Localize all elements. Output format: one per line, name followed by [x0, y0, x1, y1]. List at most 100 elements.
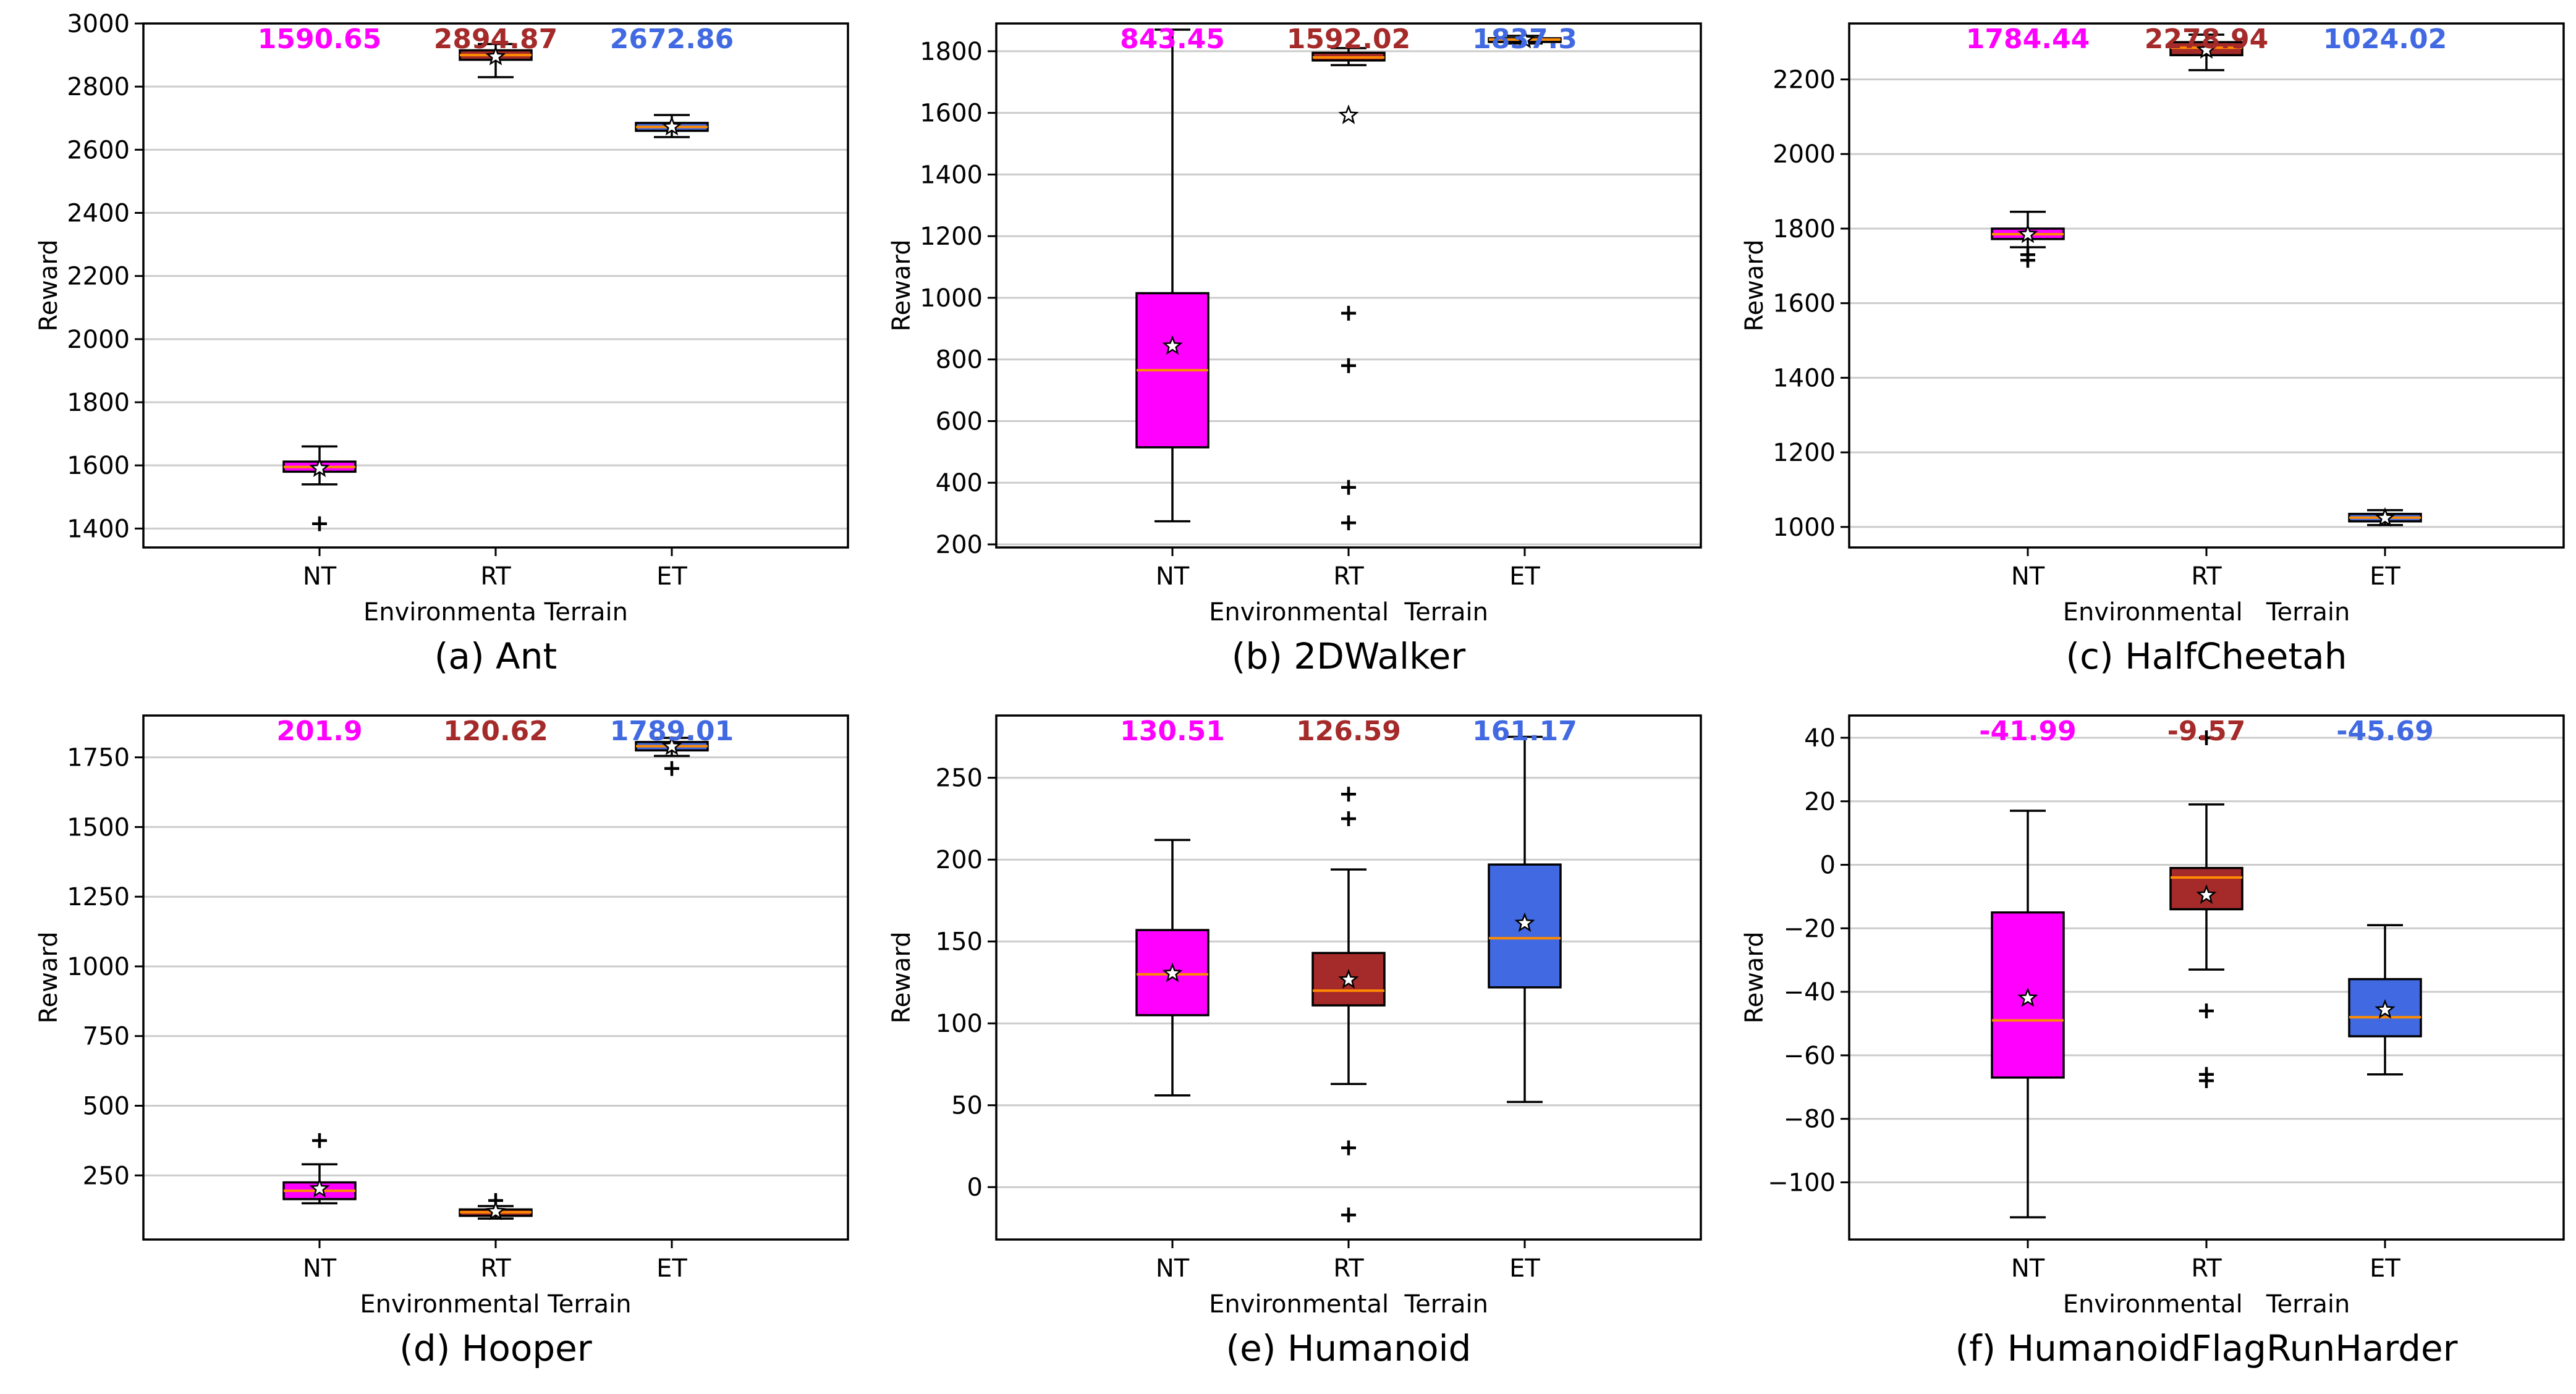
plot-frame [1848, 714, 2565, 1241]
y-tick-label: 500 [83, 1092, 130, 1120]
y-tick-label: 250 [936, 764, 983, 793]
outlier-marker [1341, 1207, 1356, 1223]
outlier-marker [1341, 811, 1356, 826]
mean-star-marker [2375, 999, 2396, 1019]
panel-caption: (d) Hooper [399, 1327, 592, 1369]
outlier-marker [1341, 358, 1356, 373]
y-tick-label: 400 [936, 469, 983, 497]
x-tick-label: NT [303, 562, 337, 591]
y-tick-label: 1200 [1773, 439, 1836, 467]
mean-value-label: 2278.94 [2145, 23, 2268, 55]
plot-frame [1848, 22, 2565, 549]
box-RT: 120.62 RT [443, 716, 548, 1283]
panel-caption: (b) 2DWalker [1232, 635, 1466, 677]
y-tick-label: 2600 [67, 136, 130, 164]
x-tick-label: NT [1156, 562, 1190, 591]
y-tick-label: 1600 [67, 452, 130, 480]
mean-star-marker [661, 116, 682, 136]
mean-value-label: 1789.01 [610, 716, 734, 747]
mean-value-label: 1590.65 [258, 23, 381, 55]
y-tick-label: 1200 [920, 222, 983, 251]
y-tick-label: 100 [936, 1010, 983, 1038]
mean-value-label: 201.9 [276, 716, 362, 747]
x-tick-label: RT [480, 1254, 511, 1283]
mean-star-marker [1162, 335, 1183, 355]
mean-star-marker [309, 457, 330, 478]
y-tick-label: 2200 [67, 263, 130, 291]
x-tick-label: ET [656, 562, 687, 591]
box-ET: -45.69 ET [2336, 716, 2433, 1283]
y-tick-label: 800 [936, 346, 983, 374]
mean-value-label: 130.51 [1120, 716, 1225, 747]
chart-panel-2: 200 400 600 800 1000 1200 1400 1600 1800 843.45 NT… [888, 22, 1702, 677]
y-tick-label: −60 [1784, 1042, 1836, 1070]
x-tick-label: RT [2191, 562, 2222, 591]
mean-value-label: 1592.02 [1287, 23, 1410, 55]
y-tick-label: 40 [1804, 724, 1836, 753]
box-NT: 1784.44 NT [1966, 23, 2090, 591]
panel-caption: (f) HumanoidFlagRunHarder [1955, 1327, 2457, 1369]
mean-value-label: -41.99 [1979, 716, 2076, 747]
y-tick-label: −100 [1768, 1168, 1836, 1197]
chart-panel-1: 1400 1600 1800 2000 2200 2400 2600 2800 3000 1590… [35, 10, 849, 677]
mean-star-marker [309, 1178, 330, 1198]
y-tick-label: 1500 [67, 813, 130, 842]
outlier-marker [2199, 1073, 2214, 1089]
y-tick-label: 150 [936, 928, 983, 957]
y-tick-label: 1750 [67, 744, 130, 772]
y-tick-label: 1600 [920, 99, 983, 128]
x-axis-label: Environmental Terrain [360, 1290, 631, 1319]
x-tick-label: NT [303, 1254, 337, 1283]
mean-value-label: 120.62 [443, 716, 548, 747]
box-NT: 1590.65 NT [258, 23, 381, 591]
box-RT: 2278.94 RT [2145, 23, 2268, 591]
y-axis-label: Reward [35, 240, 63, 332]
mean-star-marker [2017, 223, 2038, 243]
y-tick-label: 250 [83, 1162, 130, 1190]
y-tick-label: 0 [967, 1173, 983, 1202]
x-axis-label: Environmental Terrain [2063, 598, 2350, 627]
y-tick-label: 1400 [920, 161, 983, 189]
x-tick-label: ET [1509, 1254, 1540, 1283]
x-axis-label: Environmenta Terrain [363, 598, 628, 627]
chart-panel-5: 0 50 100 150 200 250 130.51 NT 126.59 RT 161.17 ET R… [888, 714, 1702, 1369]
mean-value-label: 1784.44 [1966, 23, 2090, 55]
mean-star-marker [1338, 104, 1359, 124]
mean-star-marker [2196, 39, 2217, 59]
box-NT: 130.51 NT [1120, 716, 1225, 1283]
x-tick-label: ET [1509, 562, 1540, 591]
y-tick-label: 750 [83, 1023, 130, 1051]
y-tick-label: 2400 [67, 200, 130, 228]
plot-frame [142, 714, 849, 1241]
box-NT: 201.9 NT [276, 716, 362, 1283]
box-NT: 843.45 NT [1120, 23, 1225, 591]
x-tick-label: NT [2011, 562, 2045, 591]
y-tick-label: 2800 [67, 73, 130, 101]
mean-star-marker [1162, 962, 1183, 982]
box-ET: 1024.02 ET [2323, 23, 2447, 591]
chart-panel-6: −100 −80 −60 −40 −20 0 20 40 -41.99 NT -9.57 RT -45.… [1740, 714, 2565, 1369]
y-tick-label: −20 [1784, 915, 1836, 943]
y-tick-label: 2200 [1773, 66, 1836, 95]
x-tick-label: RT [2191, 1254, 2222, 1283]
y-axis-label: Reward [35, 932, 63, 1024]
box-ET: 161.17 ET [1472, 716, 1577, 1283]
y-tick-label: −40 [1784, 978, 1836, 1007]
outlier-marker [1341, 515, 1356, 531]
box-ET: 1789.01 ET [610, 716, 734, 1283]
mean-star-marker [485, 46, 506, 65]
panel-caption: (e) Humanoid [1226, 1327, 1472, 1369]
y-tick-label: 20 [1804, 788, 1836, 816]
y-tick-label: 200 [936, 846, 983, 874]
outlier-marker [312, 1133, 327, 1148]
y-tick-label: 50 [951, 1092, 983, 1120]
outlier-marker [312, 516, 327, 531]
plot-frame [995, 714, 1702, 1241]
plot-frame [995, 22, 1702, 549]
outlier-marker [1341, 479, 1356, 495]
mean-star-marker [2375, 507, 2396, 527]
chart-panel-3: 1000 1200 1400 1600 1800 2000 2200 1784.44 NT 227… [1740, 22, 2565, 677]
mean-star-marker [2196, 884, 2217, 904]
mean-value-label: -9.57 [2167, 716, 2246, 747]
